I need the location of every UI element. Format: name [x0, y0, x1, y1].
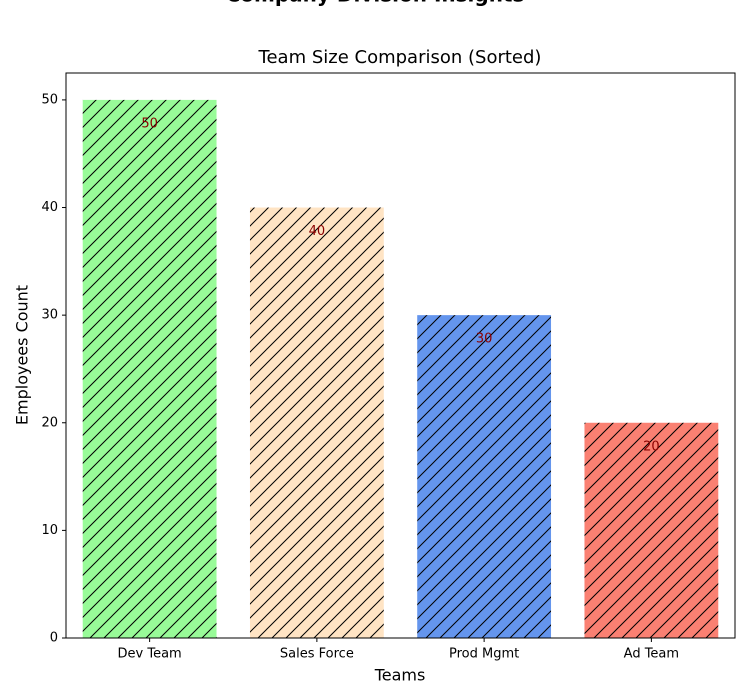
value-label: 40: [309, 224, 326, 239]
x-tick-label: Ad Team: [624, 647, 679, 662]
value-label: 30: [476, 332, 493, 347]
bar: [584, 422, 719, 638]
y-tick-label: 20: [41, 415, 58, 430]
bar: [82, 99, 217, 638]
x-tick-label: Dev Team: [118, 647, 182, 662]
x-tick-label: Sales Force: [280, 647, 354, 662]
x-axis-label: Teams: [374, 666, 426, 685]
value-label: 20: [643, 439, 660, 454]
bar: [249, 207, 384, 638]
chart-title: Company Division Insights: [226, 0, 525, 7]
x-tick-label: Prod Mgmt: [449, 647, 519, 662]
y-tick-label: 50: [41, 92, 58, 107]
value-label: 50: [141, 116, 158, 131]
y-tick-label: 30: [41, 308, 58, 323]
chart-subtitle: Team Size Comparison (Sorted): [258, 47, 542, 68]
plot-frame: [65, 72, 736, 639]
y-tick-label: 40: [41, 200, 58, 215]
bar: [417, 315, 552, 638]
y-tick-label: 0: [50, 631, 58, 646]
y-axis-label: Employees Count: [13, 285, 32, 425]
y-tick-label: 10: [41, 523, 58, 538]
